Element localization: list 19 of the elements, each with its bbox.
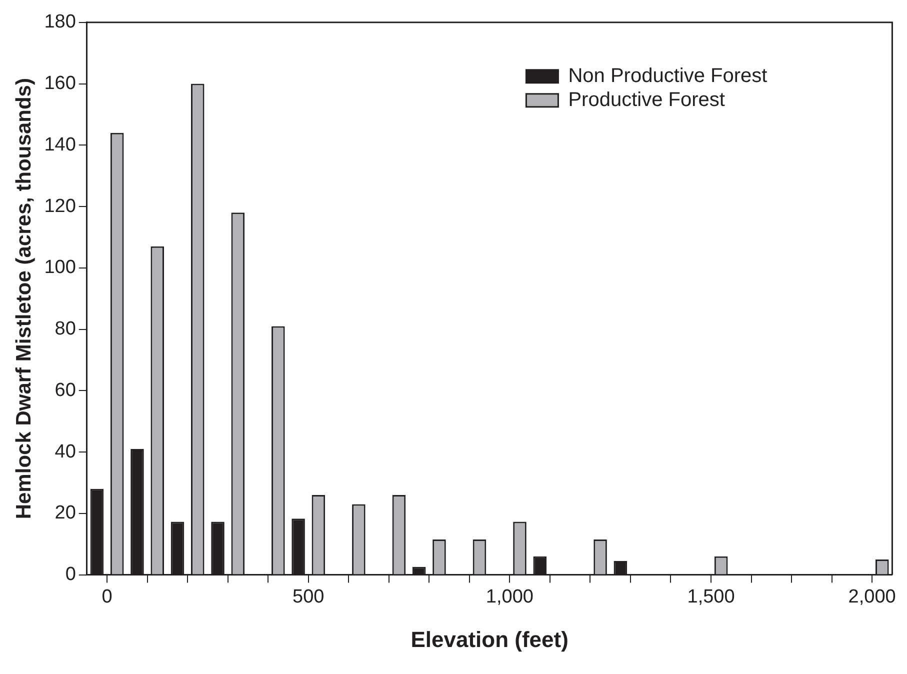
- x-tick-label: 1,000: [486, 586, 534, 608]
- y-tick-label: 140: [44, 134, 76, 156]
- y-tick-label: 180: [44, 12, 76, 33]
- y-tick-label: 60: [54, 380, 76, 401]
- y-tick-label: 80: [54, 318, 76, 340]
- x-tick-label: 1,500: [687, 586, 735, 608]
- x-axis-title: Elevation (feet): [410, 626, 568, 652]
- x-tick-label: 500: [292, 586, 324, 608]
- legend-label: Non Productive Forest: [568, 64, 768, 87]
- y-axis-title: Hemlock Dwarf Mistletoe (acres, thousands): [12, 78, 36, 520]
- y-tick-label: 120: [44, 196, 76, 217]
- x-tick-label: 0: [102, 586, 112, 608]
- y-tick-label: 0: [65, 564, 76, 586]
- y-tick-label: 100: [44, 257, 76, 278]
- legend-label: Productive Forest: [568, 88, 726, 111]
- x-tick-label: 2,000: [848, 586, 896, 608]
- y-tick-label: 160: [44, 73, 76, 94]
- y-tick-label: 40: [54, 441, 76, 462]
- y-tick-label: 20: [54, 502, 76, 524]
